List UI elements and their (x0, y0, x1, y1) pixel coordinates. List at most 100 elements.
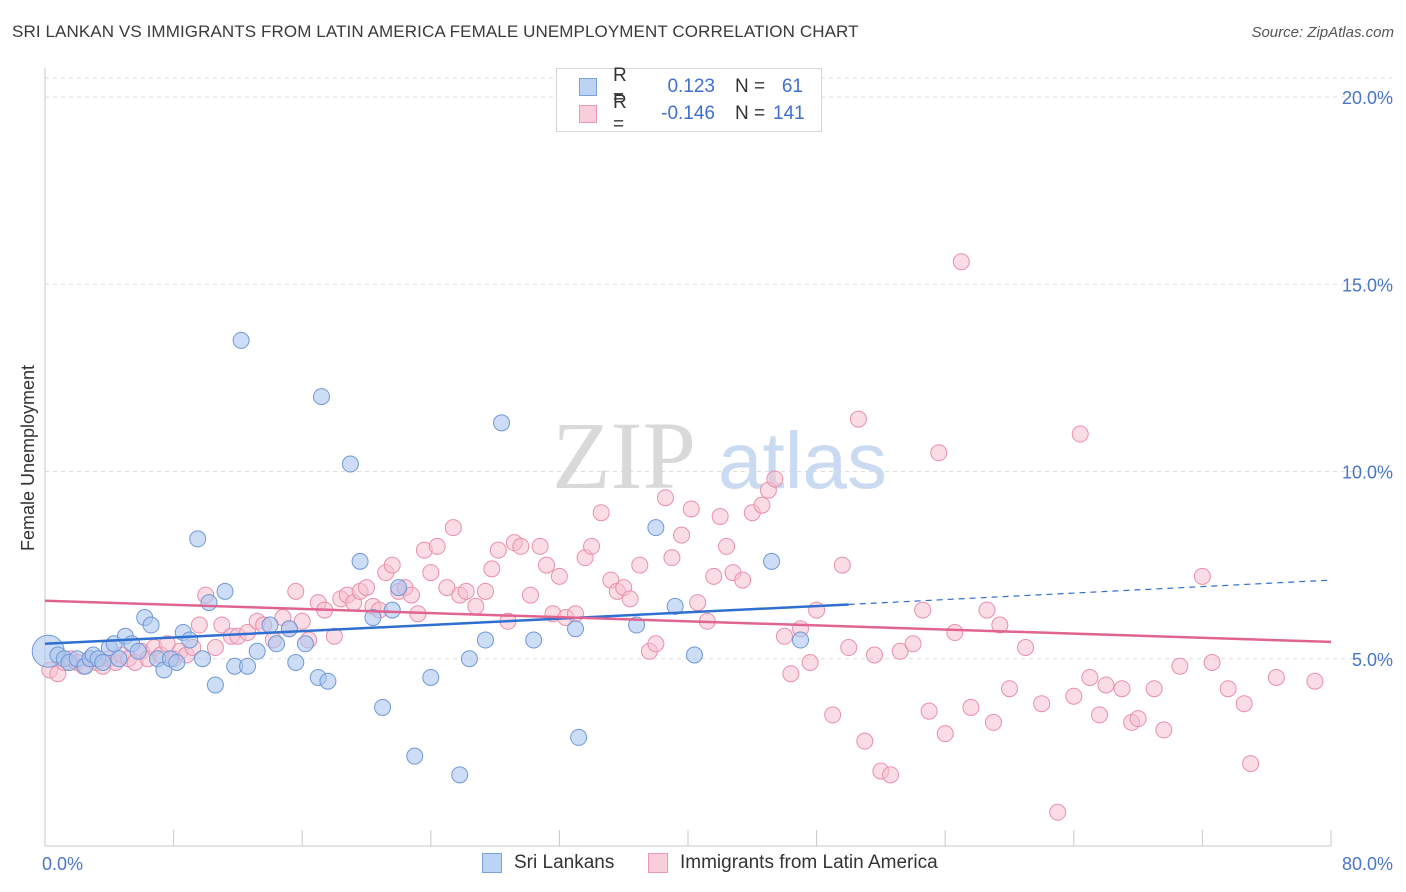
point-latin-america (190, 616, 208, 634)
point-latin-america (663, 549, 681, 567)
point-latin-america (444, 519, 462, 537)
series-legend-label: Immigrants from Latin America (680, 852, 938, 873)
point-latin-america (1306, 672, 1324, 690)
point-sri-lankans (493, 414, 511, 432)
point-latin-america (647, 635, 665, 653)
point-sri-lankans (267, 635, 285, 653)
y-tick-labels: 5.0% 10.0% 15.0% 20.0% (1342, 88, 1393, 670)
y-tick-label: 5.0% (1352, 650, 1393, 670)
point-latin-america (467, 597, 485, 615)
legend-n-label: N = (735, 103, 766, 124)
point-sri-lankans (232, 331, 250, 349)
legend-swatch-blue (579, 78, 597, 96)
point-latin-america (962, 698, 980, 716)
point-sri-lankans (570, 728, 588, 746)
point-latin-america (550, 567, 568, 585)
point-latin-america (583, 537, 601, 555)
point-latin-america (833, 556, 851, 574)
x-tick-label: 80.0% (1342, 854, 1393, 874)
point-latin-america (521, 586, 539, 604)
watermark-zip: ZIP (552, 402, 696, 509)
point-sri-lankans (280, 620, 298, 638)
point-latin-america (840, 639, 858, 657)
point-latin-america (631, 556, 649, 574)
trend-lines (44, 579, 1332, 646)
point-latin-america (483, 560, 501, 578)
source-label: Source: ZipAtlas.com (1251, 24, 1394, 41)
point-latin-america (978, 601, 996, 619)
point-sri-lankans (383, 601, 401, 619)
point-latin-america (946, 624, 964, 642)
point-sri-lankans (168, 653, 186, 671)
y-tick-label: 10.0% (1342, 463, 1393, 483)
point-latin-america (891, 642, 909, 660)
point-latin-america (1242, 755, 1260, 773)
point-latin-america (1203, 653, 1221, 671)
x-tick-labels: 0.0% 80.0% (42, 854, 1393, 874)
point-latin-america (457, 582, 475, 600)
point-latin-america (476, 582, 494, 600)
point-latin-america (538, 556, 556, 574)
point-latin-america (914, 601, 932, 619)
point-latin-america (856, 732, 874, 750)
point-sri-lankans (312, 388, 330, 406)
point-latin-america (808, 601, 826, 619)
watermark-atlas: atlas (718, 416, 887, 505)
point-sri-lankans (763, 552, 781, 570)
point-latin-america (1171, 657, 1189, 675)
legend-r-label: R = (613, 65, 627, 108)
point-sri-lankans (248, 642, 266, 660)
trend-line-latin-america (44, 599, 1332, 644)
point-latin-america (782, 665, 800, 683)
point-latin-america (920, 702, 938, 720)
point-sri-lankans (296, 635, 314, 653)
point-latin-america (213, 616, 231, 634)
point-sri-lankans (200, 594, 218, 612)
legend-n-label: N = (735, 76, 766, 97)
point-latin-america (1219, 680, 1237, 698)
point-latin-america (865, 646, 883, 664)
point-sri-lankans (110, 650, 128, 668)
point-sri-lankans (374, 698, 392, 716)
series-latin-america-points (41, 253, 1324, 821)
point-latin-america (1065, 687, 1083, 705)
y-tick-label: 15.0% (1342, 275, 1393, 295)
point-sri-lankans (189, 530, 207, 548)
point-sri-lankans (287, 653, 305, 671)
point-latin-america (1097, 676, 1115, 694)
point-sri-lankans (666, 597, 684, 615)
point-latin-america (1001, 680, 1018, 698)
point-latin-america (383, 556, 401, 574)
point-sri-lankans (792, 631, 810, 649)
point-latin-america (1113, 680, 1131, 698)
trend-extension-sri-lankans (848, 579, 1332, 606)
legend-r-label: R = (613, 92, 627, 135)
point-latin-america (705, 567, 723, 585)
point-latin-america (1145, 680, 1163, 698)
point-latin-america (1091, 706, 1109, 724)
axes (44, 68, 1332, 847)
point-latin-america (682, 500, 700, 518)
point-sri-lankans (364, 609, 382, 627)
point-latin-america (1081, 668, 1099, 686)
point-latin-america (1071, 425, 1089, 443)
chart-title: SRI LANKAN VS IMMIGRANTS FROM LATIN AMER… (12, 22, 859, 41)
legend-r-value: 0.123 (667, 76, 715, 97)
point-latin-america (930, 444, 948, 462)
point-sri-lankans (451, 766, 469, 784)
point-latin-america (512, 537, 530, 555)
point-latin-america (403, 586, 421, 604)
x-tick-label: 0.0% (42, 854, 83, 874)
series-legend-label: Sri Lankans (514, 852, 615, 873)
point-latin-america (325, 627, 343, 645)
point-sri-lankans (261, 616, 279, 634)
point-latin-america (489, 541, 507, 559)
point-sri-lankans (685, 646, 703, 664)
point-latin-america (1267, 668, 1285, 686)
point-sri-lankans (216, 582, 234, 600)
series-legend-swatch-blue (482, 853, 502, 873)
point-sri-lankans (390, 579, 408, 597)
point-latin-america (621, 590, 639, 608)
point-sri-lankans (406, 747, 424, 765)
